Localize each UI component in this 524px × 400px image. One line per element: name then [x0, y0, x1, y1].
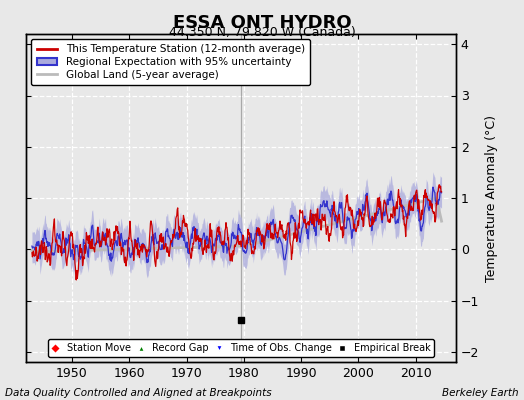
Text: Berkeley Earth: Berkeley Earth [442, 388, 519, 398]
Legend: Station Move, Record Gap, Time of Obs. Change, Empirical Break: Station Move, Record Gap, Time of Obs. C… [48, 339, 434, 357]
Text: 44.350 N, 79.820 W (Canada): 44.350 N, 79.820 W (Canada) [169, 26, 355, 39]
Text: ESSA ONT HYDRO: ESSA ONT HYDRO [173, 14, 351, 32]
Text: Data Quality Controlled and Aligned at Breakpoints: Data Quality Controlled and Aligned at B… [5, 388, 272, 398]
Y-axis label: Temperature Anomaly (°C): Temperature Anomaly (°C) [485, 114, 498, 282]
